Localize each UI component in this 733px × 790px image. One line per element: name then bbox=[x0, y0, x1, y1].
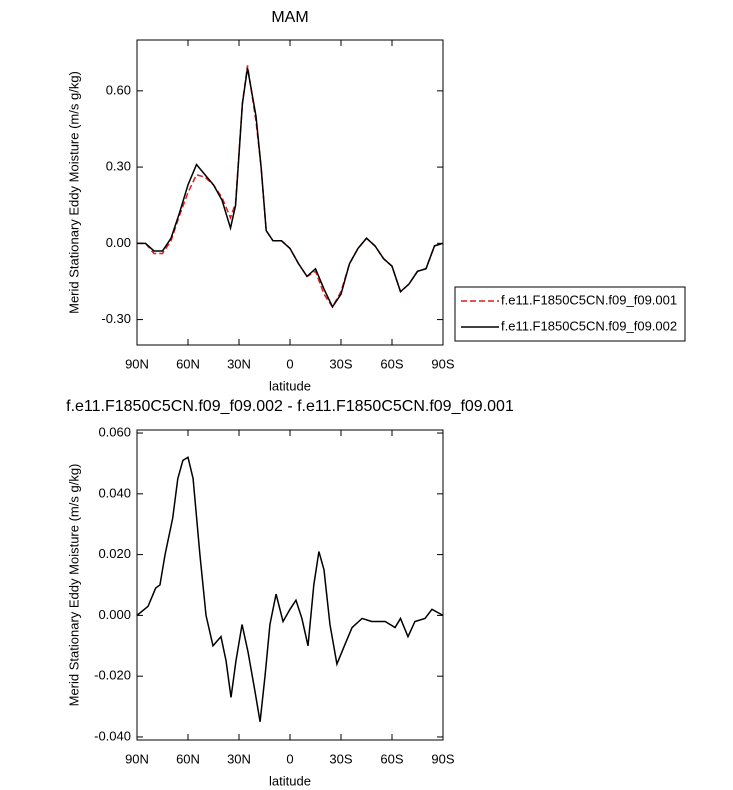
x-tick-label: 30S bbox=[329, 356, 352, 371]
y-tick-label: 0.020 bbox=[98, 546, 131, 561]
x-axis-label: latitude bbox=[269, 378, 311, 393]
legend-label: f.e11.F1850C5CN.f09_f09.002 bbox=[501, 318, 677, 333]
x-tick-label: 90S bbox=[431, 356, 454, 371]
x-tick-label: 90S bbox=[431, 751, 454, 766]
x-tick-label: 60S bbox=[380, 356, 403, 371]
x-tick-label: 30S bbox=[329, 751, 352, 766]
x-tick-label: 90N bbox=[125, 751, 149, 766]
y-tick-label: 0.040 bbox=[98, 485, 131, 500]
y-tick-label: -0.020 bbox=[94, 668, 131, 683]
x-tick-label: 0 bbox=[286, 751, 293, 766]
x-tick-label: 0 bbox=[286, 356, 293, 371]
x-tick-label: 60N bbox=[176, 751, 200, 766]
y-axis-label: Merid Stationary Eddy Moisture (m/s g/kg… bbox=[66, 464, 81, 707]
legend-label: f.e11.F1850C5CN.f09_f09.001 bbox=[501, 292, 677, 307]
plot-frame bbox=[136, 429, 444, 741]
y-tick-label: -0.30 bbox=[101, 311, 131, 326]
x-tick-label: 30N bbox=[227, 356, 251, 371]
series-line bbox=[137, 65, 444, 309]
y-tick-label: 0.30 bbox=[106, 159, 131, 174]
x-tick-label: 90N bbox=[125, 356, 149, 371]
y-axis-label: Merid Stationary Eddy Moisture (m/s g/kg… bbox=[66, 71, 81, 314]
plot-frame bbox=[136, 39, 444, 346]
x-tick-label: 30N bbox=[227, 751, 251, 766]
x-tick-label: 60S bbox=[380, 751, 403, 766]
y-tick-label: 0.060 bbox=[98, 424, 131, 439]
chart-title: MAM bbox=[271, 9, 308, 26]
series-line bbox=[137, 67, 444, 309]
y-tick-label: 0.000 bbox=[98, 607, 131, 622]
y-tick-label: 0.00 bbox=[106, 235, 131, 250]
series-line bbox=[136, 456, 444, 722]
y-tick-label: -0.040 bbox=[94, 728, 131, 743]
x-tick-label: 60N bbox=[176, 356, 200, 371]
chart-title: f.e11.F1850C5CN.f09_f09.002 - f.e11.F185… bbox=[66, 398, 514, 415]
x-axis-label: latitude bbox=[269, 773, 311, 788]
legend-box bbox=[454, 286, 686, 342]
y-tick-label: 0.60 bbox=[106, 82, 131, 97]
